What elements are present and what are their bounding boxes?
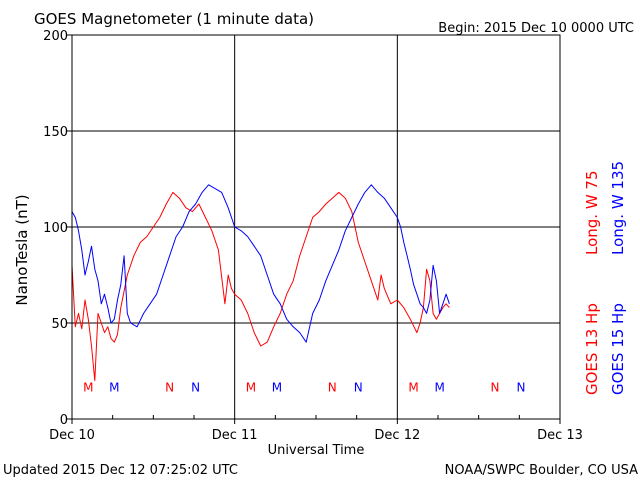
updated-timestamp: Updated 2015 Dec 12 07:25:02 UTC: [3, 463, 238, 478]
begin-label: Begin: 2015 Dec 10 0000 UTC: [438, 21, 634, 36]
y-tick-label: 100: [43, 221, 68, 236]
y-tick-label: 200: [43, 29, 68, 44]
event-marker-n: N: [354, 380, 363, 394]
event-marker-m: M: [83, 380, 93, 394]
axis-ticks: 0 50 100 150 200 Dec 10 Dec 11 Dec 12 Dec 13: [43, 29, 583, 443]
event-marker-n: N: [191, 380, 200, 394]
event-marker-m: M: [109, 380, 119, 394]
x-tick-label: Dec 13: [537, 428, 583, 443]
series-lines: [71, 184, 450, 382]
x-axis-label: Universal Time: [268, 443, 365, 458]
series-line-goes13: [71, 191, 450, 382]
credit-label: NOAA/SWPC Boulder, CO USA: [445, 463, 638, 478]
event-marker-n: N: [490, 380, 499, 394]
x-tick-label: Dec 12: [374, 428, 420, 443]
y-axis-label: NanoTesla (nT): [13, 194, 31, 305]
y-tick-label: 0: [60, 413, 68, 428]
x-tick-label: Dec 11: [212, 428, 258, 443]
x-tick-label: Dec 10: [49, 428, 95, 443]
y-tick-label: 150: [43, 125, 68, 140]
legend-goes15-name: GOES 15 Hp: [609, 303, 627, 395]
event-marker-n: N: [328, 380, 337, 394]
event-marker-m: M: [246, 380, 256, 394]
event-marker-n: N: [165, 380, 174, 394]
event-marker-m: M: [434, 380, 444, 394]
series-line-goes15: [71, 184, 450, 343]
legend-goes13-name: GOES 13 Hp: [583, 303, 601, 395]
y-tick-label: 50: [51, 317, 68, 332]
event-marker-n: N: [516, 380, 525, 394]
event-marker-m: M: [408, 380, 418, 394]
legend-goes15-longitude: Long. W 135: [609, 161, 627, 255]
chart-title: GOES Magnetometer (1 minute data): [34, 10, 314, 28]
event-marker-m: M: [272, 380, 282, 394]
legend-goes13-longitude: Long. W 75: [583, 170, 601, 255]
